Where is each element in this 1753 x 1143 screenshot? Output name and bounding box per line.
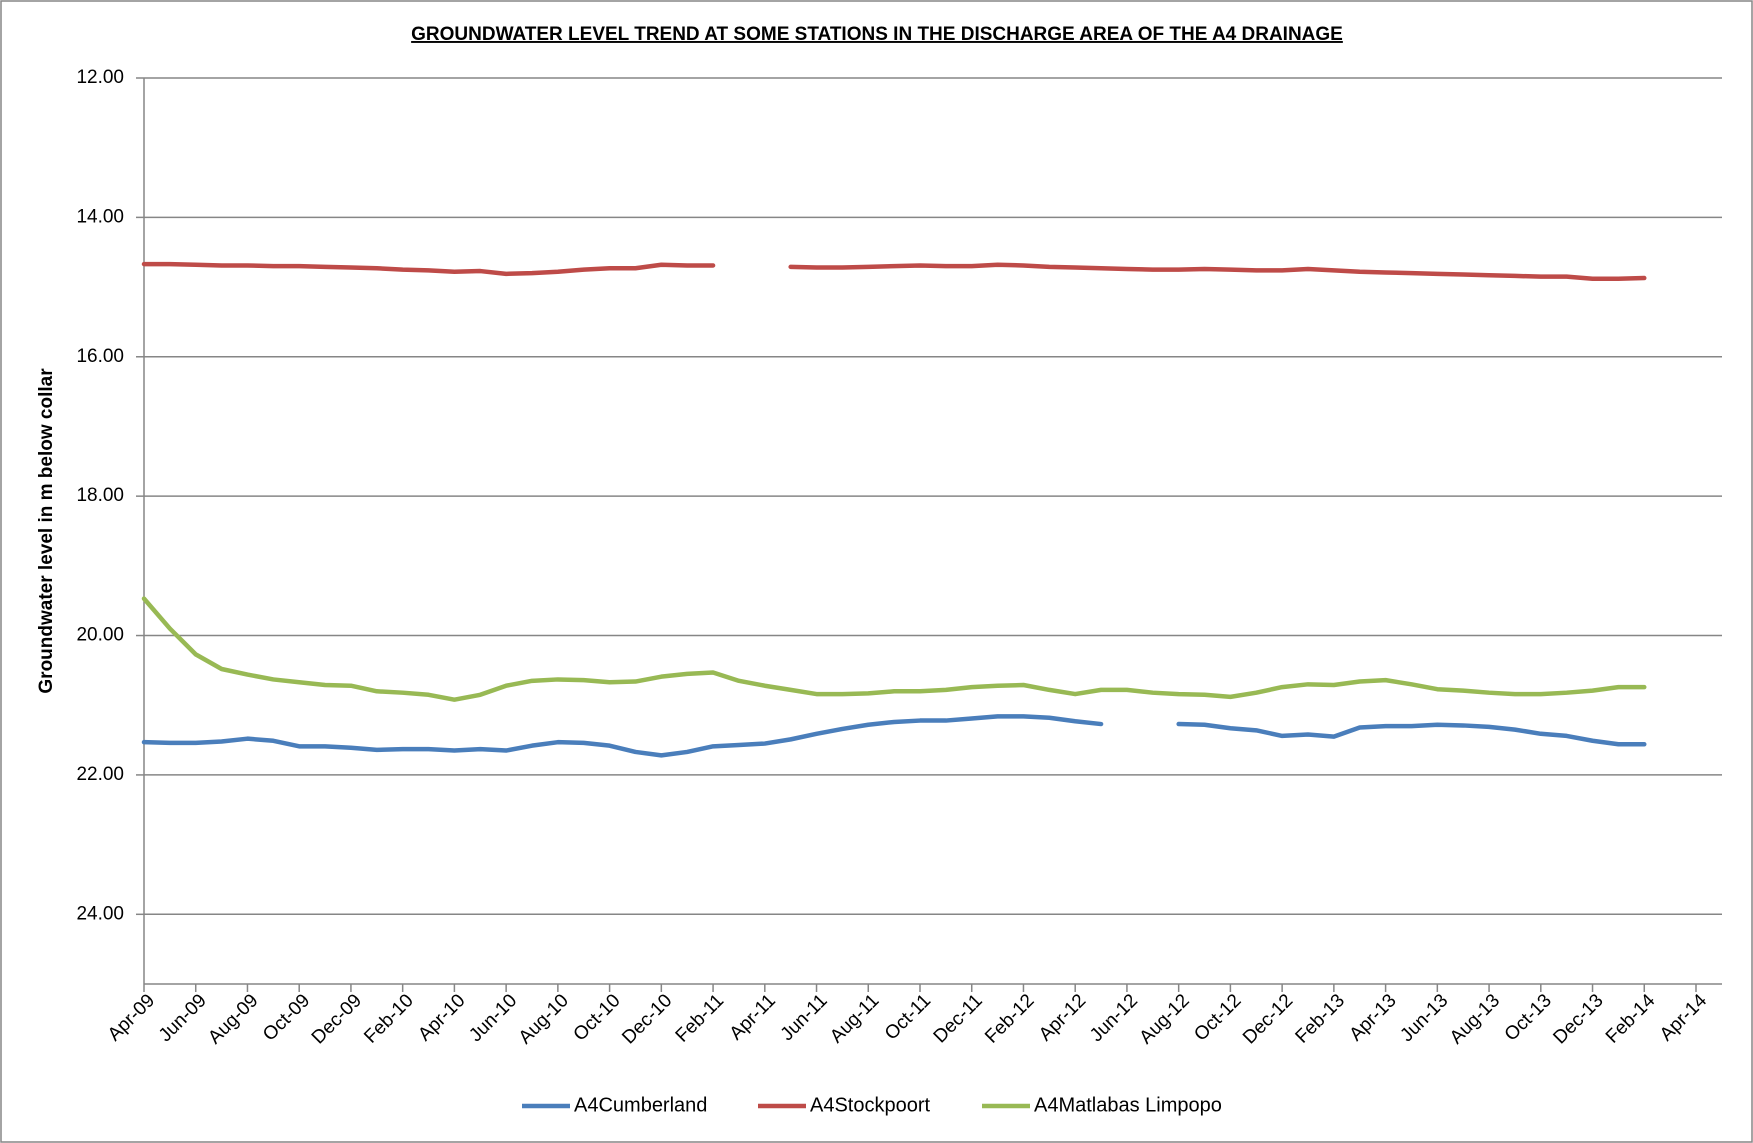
legend-label: A4Matlabas Limpopo (1034, 1094, 1222, 1116)
y-tick-label: 22.00 (76, 764, 124, 785)
legend-label: A4Cumberland (574, 1094, 707, 1116)
y-tick-label: 18.00 (76, 485, 124, 506)
data-line (141, 596, 1647, 702)
y-axis-label: Groundwater level in m below collar (36, 368, 57, 694)
y-tick-label: 14.00 (76, 206, 124, 227)
y-tick-label: 16.00 (76, 346, 124, 367)
y-tick-label: 24.00 (76, 903, 124, 924)
chart-title: GROUNDWATER LEVEL TREND AT SOME STATIONS… (411, 24, 1343, 45)
y-tick-label: 20.00 (76, 625, 124, 646)
legend-label: A4Stockpoort (810, 1094, 931, 1116)
data-line (141, 714, 1647, 758)
data-line (141, 261, 1647, 281)
y-tick-label: 12.00 (76, 67, 124, 88)
